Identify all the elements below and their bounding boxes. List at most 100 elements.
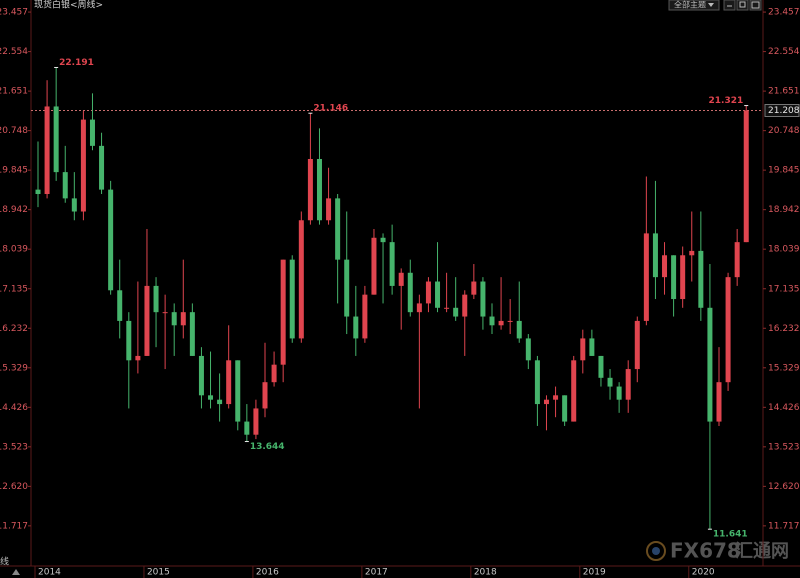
minimize-button[interactable] [723, 0, 736, 11]
candle-body [498, 320, 504, 326]
y-tick-label-left: 11.717 [0, 521, 28, 531]
candle-body [543, 399, 549, 405]
candle-body [534, 360, 540, 405]
candle-body [662, 255, 668, 278]
candle-body [516, 320, 522, 339]
candle-body [144, 285, 150, 356]
dropdown-arrow[interactable] [708, 3, 714, 7]
candle-body [80, 119, 86, 212]
y-tick-label-left: 18.942 [0, 205, 28, 215]
candle-body [425, 281, 431, 304]
y-tick-label-right: 18.039 [768, 245, 800, 255]
candle-body [271, 364, 277, 383]
watermark-site: 汇通网 [735, 541, 789, 562]
candle-body [571, 360, 577, 422]
candle-body [344, 259, 350, 317]
candle-body [99, 145, 105, 190]
y-tick-label-right: 17.135 [768, 284, 800, 294]
watermark-brand: FX678 [670, 539, 741, 563]
candle-body [153, 285, 159, 313]
candle-body [489, 316, 495, 326]
candle-body [634, 320, 640, 370]
y-tick-label-right: 19.845 [768, 166, 800, 176]
restore-button[interactable] [736, 0, 749, 11]
candle-body [316, 158, 322, 221]
y-tick-label-right: 13.523 [768, 442, 800, 452]
candle-body [53, 106, 59, 173]
x-tick-label: 2019 [583, 568, 606, 578]
y-tick-label-left: 16.232 [0, 324, 28, 334]
extreme-label: 21.146 [313, 104, 348, 114]
side-tab[interactable]: 线 [0, 556, 9, 568]
candle-body [235, 360, 241, 422]
candle-body [416, 303, 422, 313]
y-tick-label-left: 21.651 [0, 87, 28, 97]
candle-body [62, 172, 68, 199]
maximize-icon [751, 1, 760, 9]
candle-body [616, 386, 622, 400]
watermark: FX678 汇通网 [646, 539, 789, 563]
candle-body [698, 250, 704, 308]
y-tick-label-right: 15.329 [768, 363, 800, 373]
y-tick-label-left: 18.039 [0, 245, 28, 255]
candle-body [108, 189, 114, 291]
candle-body [117, 290, 123, 321]
candle-body [471, 281, 477, 295]
candle-body [407, 272, 413, 313]
candle-body [335, 198, 341, 260]
candle-body [734, 242, 740, 278]
y-tick-label-left: 22.554 [0, 47, 28, 57]
y-tick-label-right: 12.620 [768, 482, 800, 492]
candle-body [689, 250, 695, 256]
candle-body [307, 158, 313, 221]
y-tick-label-left: 20.748 [0, 126, 28, 136]
candle-body [680, 255, 686, 300]
candle-body [652, 233, 658, 278]
candle-body [716, 382, 722, 422]
theme-button-label[interactable]: 全部主题 [674, 0, 706, 10]
scroll-arrow[interactable] [12, 569, 20, 575]
candle-body [380, 237, 386, 243]
theme-button-box[interactable] [668, 0, 720, 11]
extreme-label: 21.321 [709, 96, 744, 106]
theme-button[interactable]: 全部主题 [668, 0, 720, 11]
chart-title: 现货白银<周线> [34, 0, 103, 11]
candle-body [262, 382, 268, 409]
candle-body [226, 360, 232, 405]
extreme-label: 11.641 [713, 530, 748, 540]
y-tick-label-right: 22.554 [768, 47, 800, 57]
y-tick-label-right: 20.748 [768, 126, 800, 136]
candle-body [707, 307, 713, 422]
candle-body [562, 395, 568, 422]
candle-body [253, 408, 259, 435]
extreme-label: 13.644 [250, 442, 285, 452]
candle-body [553, 395, 559, 400]
x-tick-label: 2015 [147, 568, 170, 578]
candle-body [289, 259, 295, 339]
candle-body [580, 338, 586, 361]
candle-body [89, 119, 95, 146]
y-tick-label-left: 13.523 [0, 442, 28, 452]
x-tick-label: 2020 [692, 568, 715, 578]
candle-body [589, 338, 595, 356]
y-tick-label-right: 11.717 [768, 521, 800, 531]
candle-body [244, 421, 250, 435]
candle-body [135, 355, 141, 361]
y-tick-label-left: 19.845 [0, 166, 28, 176]
x-tick-label: 2014 [38, 568, 61, 578]
candle-body [189, 312, 195, 356]
candle-body [743, 110, 749, 243]
candle-body [180, 312, 186, 326]
candle-body [298, 220, 304, 339]
candle-body [208, 395, 214, 400]
maximize-button[interactable] [749, 0, 762, 11]
watermark-logo-core [652, 547, 660, 555]
x-tick-label: 2016 [256, 568, 279, 578]
x-tick-label: 2018 [474, 568, 497, 578]
y-tick-label-left: 15.329 [0, 363, 28, 373]
candle-body [389, 242, 395, 286]
candle-body [598, 355, 604, 378]
